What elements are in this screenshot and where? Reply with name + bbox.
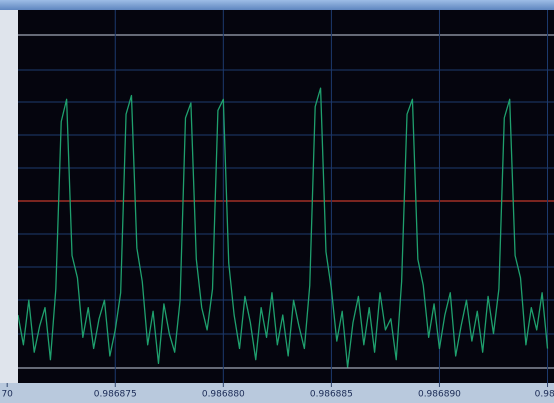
x-tick-label: 0.986880 [202, 390, 245, 400]
plot-area [18, 10, 554, 383]
x-tick-label: 0.986890 [418, 390, 461, 400]
x-tick-label: 70 [1, 390, 13, 400]
x-tick-label: 0.986 [535, 390, 554, 400]
left-margin [0, 10, 18, 383]
signal-trace [18, 87, 549, 368]
x-tick-label: 0.986885 [310, 390, 353, 400]
horizontal-grid [18, 34, 554, 369]
title-bar [0, 0, 554, 10]
x-tick-label: 0.986875 [94, 390, 137, 400]
plot-layer [18, 10, 549, 383]
x-axis-strip [0, 383, 554, 403]
